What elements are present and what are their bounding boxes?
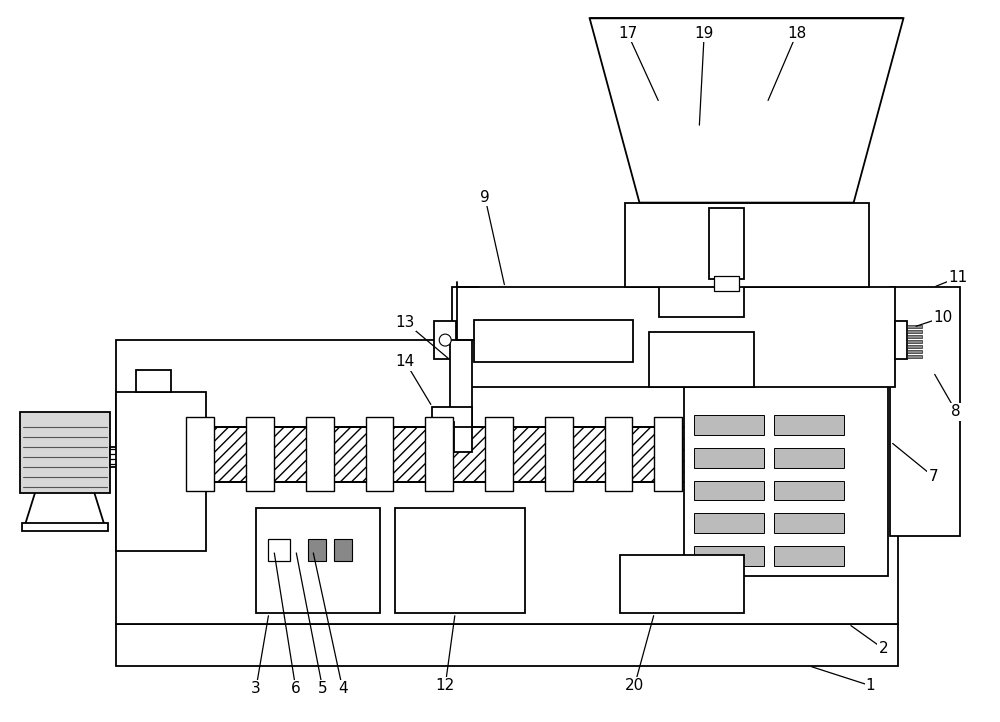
- Text: 10: 10: [934, 310, 953, 325]
- Bar: [709, 208, 744, 279]
- Bar: [890, 287, 960, 536]
- Bar: [256, 508, 380, 613]
- Bar: [116, 624, 898, 666]
- Bar: [425, 417, 453, 492]
- Text: 19: 19: [695, 26, 714, 40]
- Text: 5: 5: [318, 682, 327, 696]
- Bar: [694, 481, 764, 500]
- Text: 20: 20: [625, 678, 644, 693]
- Bar: [163, 427, 687, 482]
- Bar: [20, 412, 110, 494]
- Text: 2: 2: [879, 641, 888, 656]
- Bar: [434, 321, 456, 359]
- Bar: [774, 448, 844, 468]
- Text: 12: 12: [436, 678, 455, 693]
- Bar: [774, 415, 844, 435]
- Bar: [452, 287, 895, 387]
- Text: 18: 18: [787, 26, 806, 40]
- Bar: [246, 417, 274, 492]
- Bar: [714, 277, 739, 291]
- Bar: [649, 332, 754, 387]
- Bar: [654, 417, 682, 492]
- Bar: [334, 539, 352, 561]
- Bar: [485, 417, 513, 492]
- Polygon shape: [590, 18, 903, 203]
- Text: 4: 4: [338, 682, 347, 696]
- Bar: [774, 481, 844, 500]
- Bar: [659, 243, 744, 317]
- Bar: [545, 417, 573, 492]
- Bar: [450, 340, 472, 452]
- Bar: [186, 417, 214, 492]
- Bar: [306, 417, 334, 492]
- Text: 3: 3: [251, 682, 261, 696]
- Bar: [136, 370, 171, 392]
- Bar: [907, 344, 922, 348]
- Bar: [625, 203, 869, 287]
- Bar: [694, 415, 764, 435]
- Text: 13: 13: [396, 315, 415, 330]
- Bar: [774, 513, 844, 534]
- Bar: [895, 321, 907, 359]
- Bar: [907, 334, 922, 338]
- Bar: [907, 325, 922, 328]
- Bar: [907, 349, 922, 353]
- Bar: [395, 508, 525, 613]
- Bar: [116, 392, 206, 552]
- Bar: [116, 340, 898, 624]
- Bar: [432, 406, 472, 427]
- Text: 11: 11: [949, 270, 968, 284]
- Bar: [694, 513, 764, 534]
- Bar: [907, 330, 922, 333]
- Bar: [268, 539, 290, 561]
- Bar: [694, 448, 764, 468]
- Bar: [684, 332, 888, 576]
- Bar: [907, 339, 922, 343]
- Text: 1: 1: [866, 678, 875, 693]
- Text: 17: 17: [618, 26, 637, 40]
- Circle shape: [439, 334, 451, 346]
- Text: 6: 6: [291, 682, 301, 696]
- Text: 8: 8: [951, 404, 961, 419]
- Bar: [907, 355, 922, 358]
- Text: 9: 9: [480, 190, 490, 205]
- Text: 7: 7: [929, 469, 938, 484]
- Bar: [308, 539, 326, 561]
- Bar: [366, 417, 393, 492]
- Bar: [110, 447, 134, 466]
- Bar: [694, 547, 764, 566]
- Bar: [605, 417, 632, 492]
- Bar: [774, 547, 844, 566]
- Text: 14: 14: [396, 355, 415, 370]
- Bar: [620, 555, 744, 613]
- Bar: [474, 320, 633, 362]
- Bar: [22, 523, 108, 531]
- Bar: [432, 422, 454, 452]
